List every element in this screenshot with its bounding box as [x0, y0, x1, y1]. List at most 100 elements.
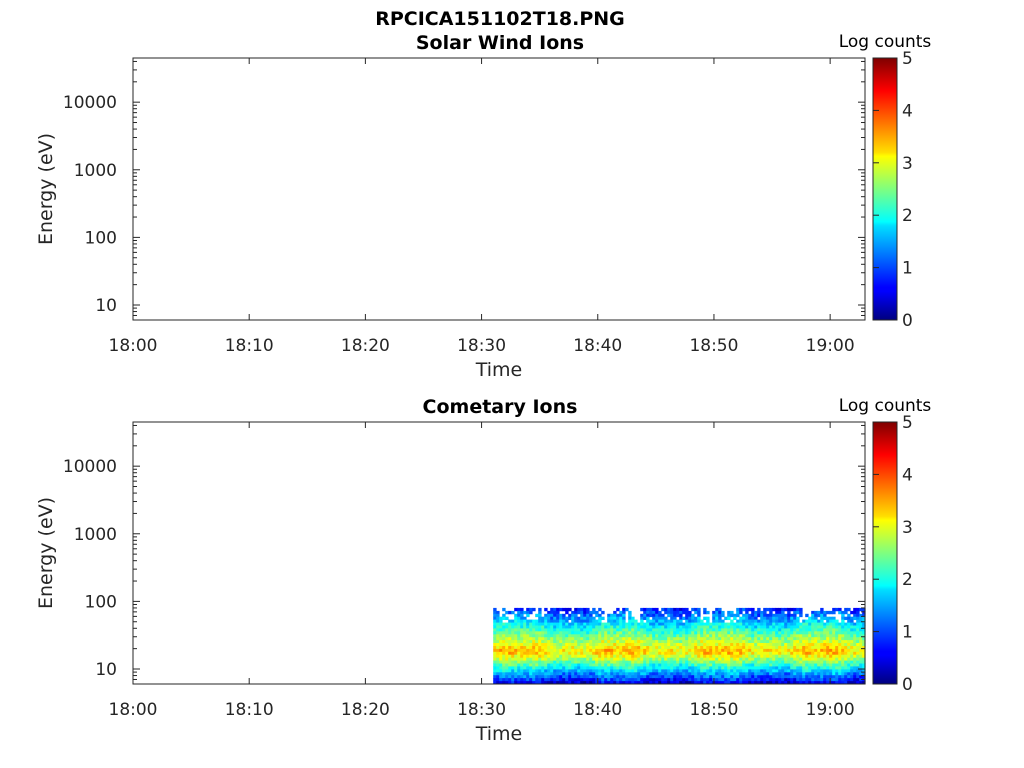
- spectrogram-cell: [613, 643, 617, 647]
- spectrogram-cell: [538, 660, 542, 664]
- spectrogram-cell: [499, 625, 503, 629]
- spectrogram-cell: [505, 616, 509, 621]
- spectrogram-cell: [625, 669, 629, 673]
- spectrogram-cell: [562, 660, 566, 664]
- spectrogram-cell: [502, 651, 506, 656]
- spectrogram-cell: [742, 669, 746, 673]
- x-tick-label: 18:40: [573, 700, 622, 720]
- spectrogram-cell: [553, 654, 557, 659]
- spectrogram-cell: [733, 646, 737, 650]
- spectrogram-cell: [835, 678, 839, 682]
- spectrogram-cell: [706, 631, 710, 635]
- spectrogram-cell: [583, 646, 587, 650]
- spectrogram-cell: [571, 628, 575, 632]
- spectrogram-cell: [778, 675, 782, 679]
- spectrogram-cell: [862, 634, 866, 638]
- spectrogram-cell: [817, 651, 821, 656]
- spectrogram-cell: [772, 675, 776, 679]
- spectrogram-cell: [715, 616, 719, 621]
- spectrogram-cell: [736, 678, 740, 682]
- spectrogram-cell: [676, 675, 680, 679]
- spectrogram-cell: [559, 619, 563, 623]
- spectrogram-cell: [736, 634, 740, 638]
- spectrogram-cell: [535, 681, 539, 685]
- spectrogram-cell: [814, 666, 818, 670]
- spectrogram-cell: [517, 669, 521, 673]
- spectrogram-cell: [502, 631, 506, 635]
- spectrogram-cell: [502, 669, 506, 673]
- spectrogram-cell: [505, 678, 509, 682]
- spectrogram-cell: [745, 634, 749, 638]
- spectrogram-cell: [712, 619, 716, 623]
- spectrogram-cell: [547, 651, 551, 656]
- spectrogram-cell: [859, 663, 863, 667]
- spectrogram-cell: [748, 640, 752, 644]
- spectrogram-cell: [565, 625, 569, 629]
- spectrogram-cell: [796, 643, 800, 647]
- spectrogram-cell: [604, 631, 608, 635]
- spectrogram-cell: [619, 625, 623, 629]
- spectrogram-cell: [565, 640, 569, 644]
- spectrogram-cell: [661, 640, 665, 644]
- spectrogram-cell: [859, 637, 863, 641]
- spectrogram-cell: [517, 628, 521, 632]
- spectrogram-cell: [694, 607, 698, 612]
- spectrogram-cell: [580, 666, 584, 670]
- spectrogram-cell: [559, 678, 563, 682]
- spectrogram-cell: [847, 672, 851, 676]
- spectrogram-cell: [664, 634, 668, 638]
- spectrogram-cell: [763, 654, 767, 659]
- spectrogram-cell: [649, 622, 653, 626]
- spectrogram-cell: [658, 616, 662, 621]
- spectrogram-cell: [616, 672, 620, 676]
- spectrogram-cell: [760, 663, 764, 667]
- spectrogram-cell: [733, 625, 737, 629]
- spectrogram-cell: [817, 643, 821, 647]
- spectrogram-cell: [790, 643, 794, 647]
- spectrogram-cell: [559, 631, 563, 635]
- spectrogram-cell: [784, 646, 788, 650]
- spectrogram-cell: [670, 622, 674, 626]
- spectrogram-cell: [844, 643, 848, 647]
- spectrogram-cell: [715, 628, 719, 632]
- spectrogram-cell: [859, 631, 863, 635]
- spectrogram-cell: [523, 616, 527, 621]
- spectrogram-cell: [661, 634, 665, 638]
- spectrogram-cell: [625, 666, 629, 670]
- spectrogram-cell: [814, 646, 818, 650]
- spectrogram-cell: [607, 675, 611, 679]
- spectrogram-cell: [502, 634, 506, 638]
- spectrogram-cell: [772, 657, 776, 662]
- spectrogram-cell: [643, 622, 647, 626]
- spectrogram-cell: [718, 631, 722, 635]
- spectrogram-cell: [583, 672, 587, 676]
- spectrogram-cell: [610, 613, 614, 618]
- spectrogram-cell: [526, 622, 530, 626]
- spectrogram-cell: [793, 637, 797, 641]
- spectrogram-cell: [706, 666, 710, 670]
- spectrogram-cell: [748, 607, 752, 612]
- spectrogram-cell: [853, 628, 857, 632]
- spectrogram-cell: [802, 625, 806, 629]
- spectrogram-cell: [637, 622, 641, 626]
- spectrogram-cell: [856, 616, 860, 621]
- spectrogram-cell: [517, 657, 521, 662]
- spectrogram-cell: [820, 634, 824, 638]
- spectrogram-cell: [535, 643, 539, 647]
- spectrogram-cell: [754, 660, 758, 664]
- spectrogram-cell: [799, 678, 803, 682]
- spectrogram-cell: [598, 651, 602, 656]
- spectrogram-cell: [628, 678, 632, 682]
- spectrogram-cell: [538, 681, 542, 685]
- spectrogram-cell: [568, 663, 572, 667]
- colorbar-tick-label: 0: [902, 675, 913, 695]
- spectrogram-cell: [760, 622, 764, 626]
- spectrogram-cell: [757, 637, 761, 641]
- spectrogram-cell: [556, 672, 560, 676]
- spectrogram-cell: [664, 628, 668, 632]
- spectrogram-cell: [604, 634, 608, 638]
- spectrogram-cell: [688, 628, 692, 632]
- spectrogram-cell: [757, 634, 761, 638]
- spectrogram-cell: [697, 631, 701, 635]
- spectrogram-cell: [832, 678, 836, 682]
